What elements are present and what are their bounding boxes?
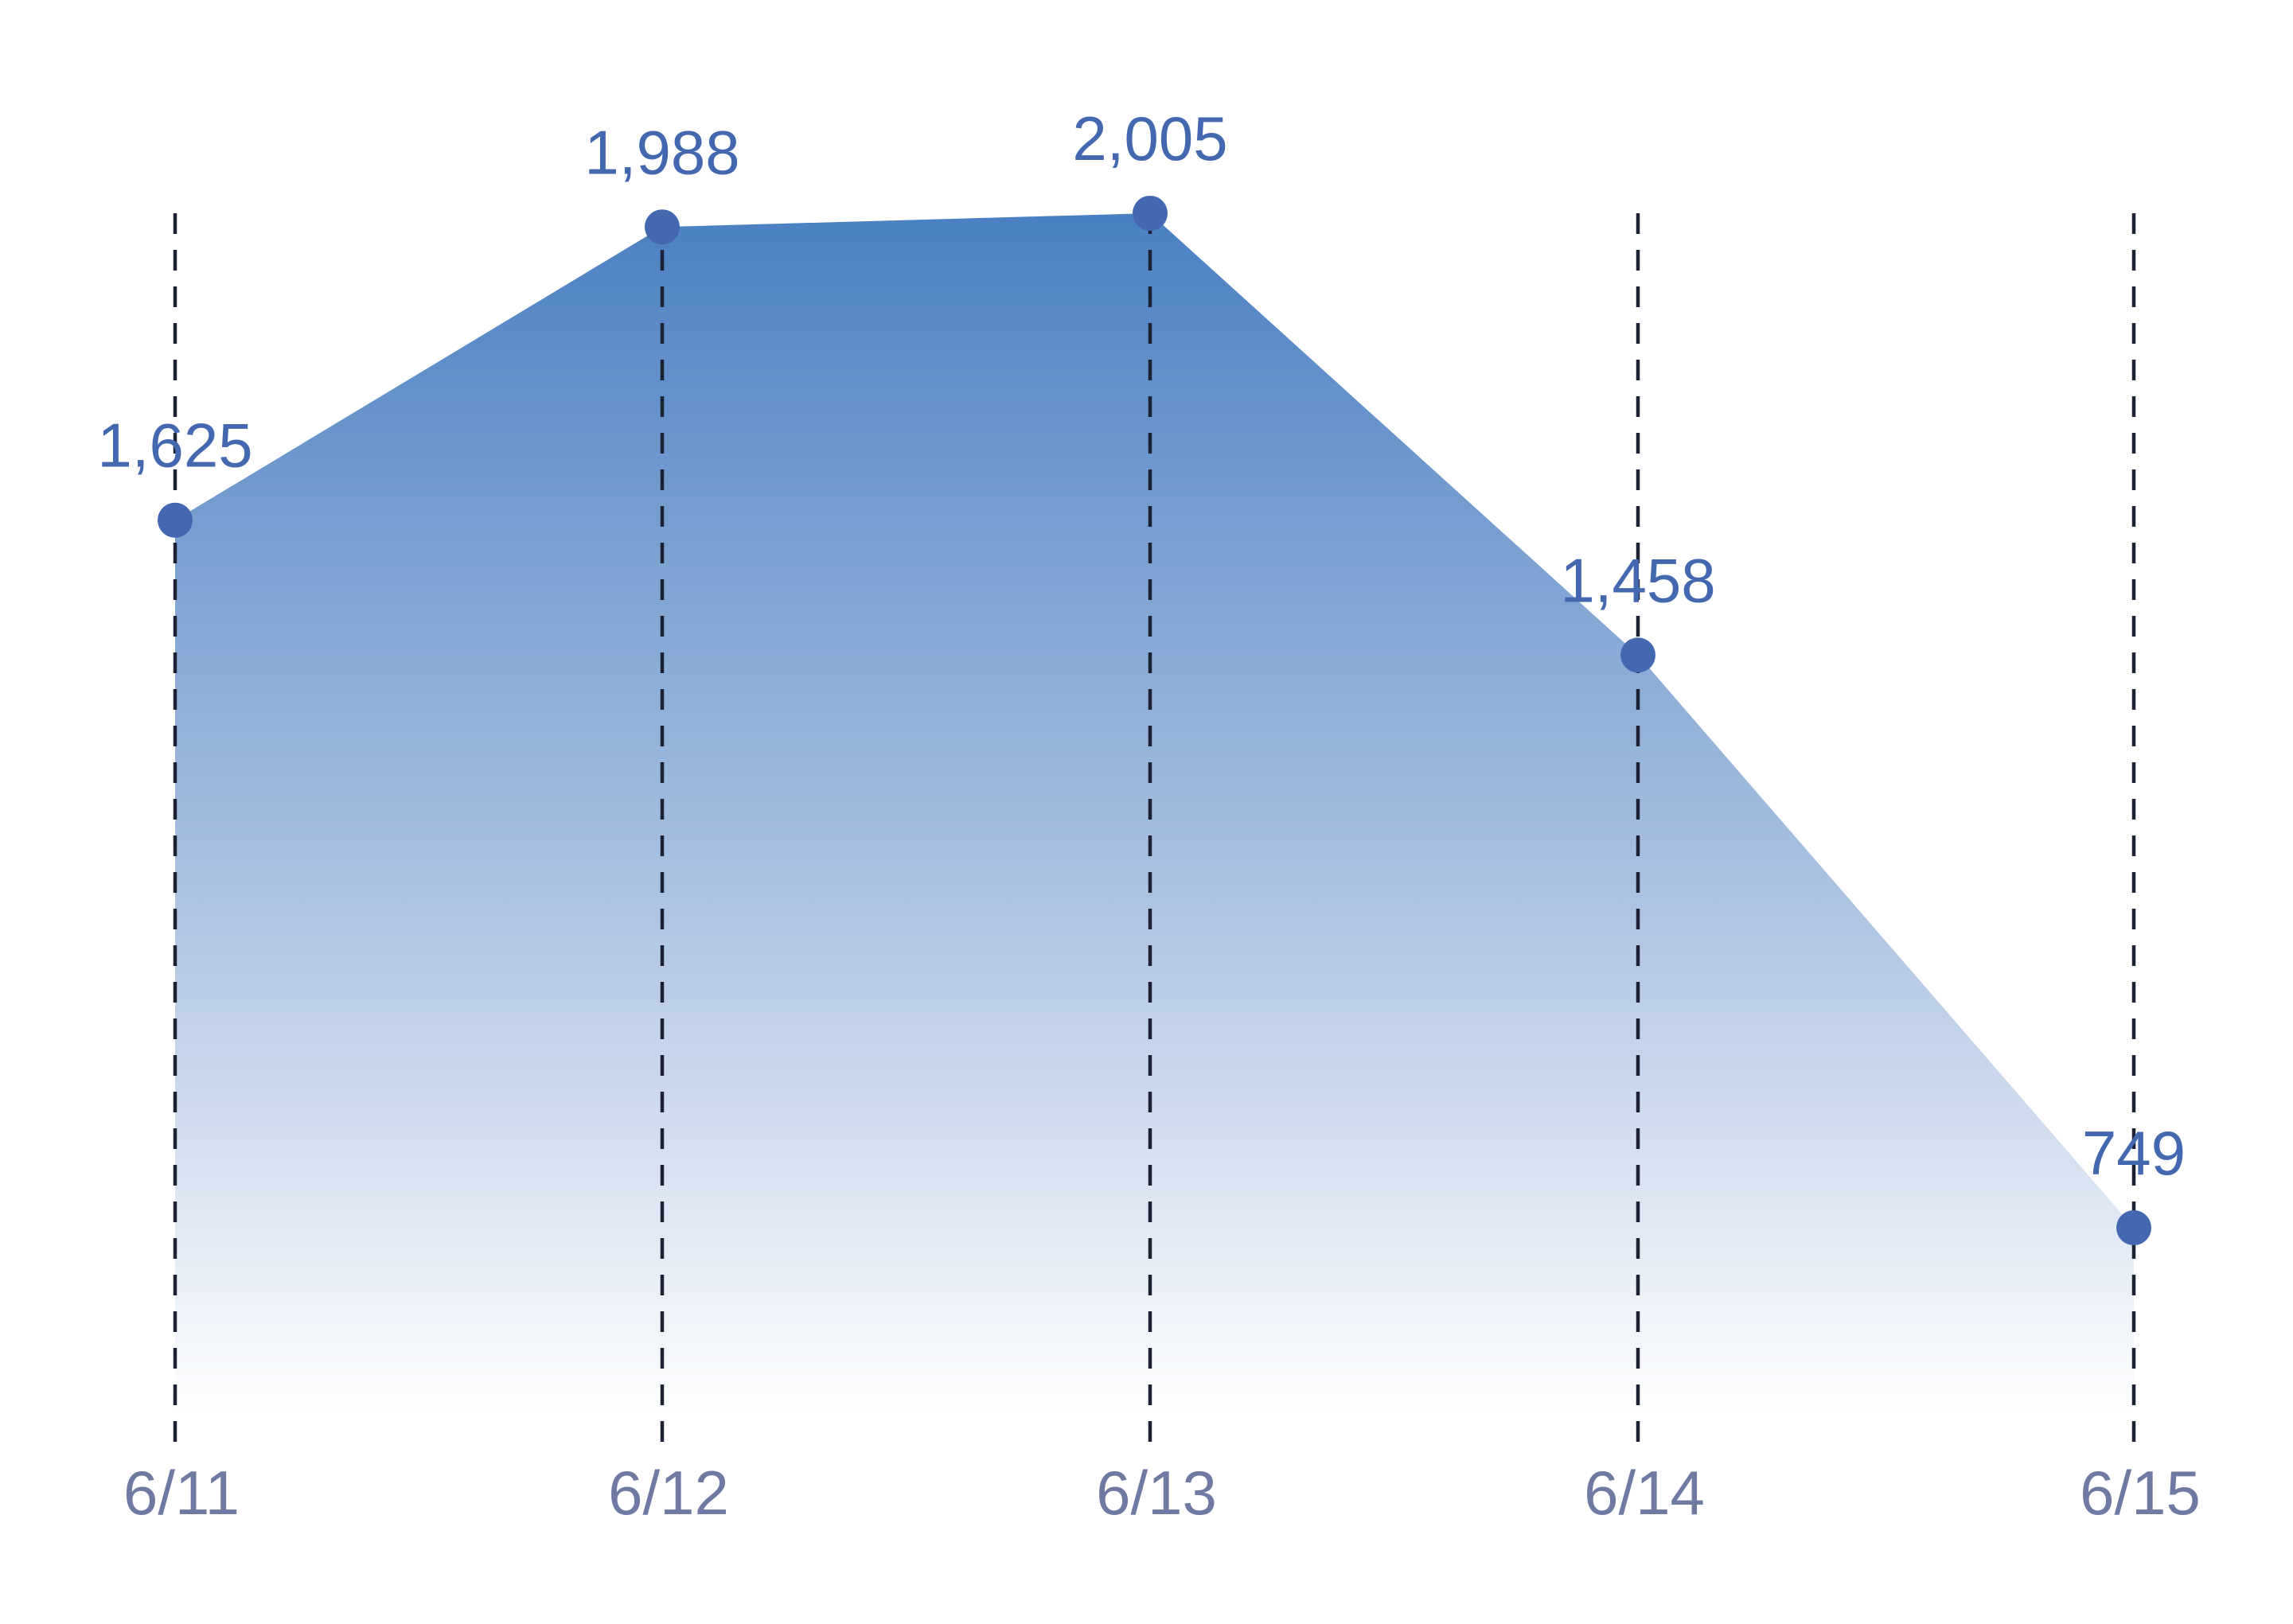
value-label-6-12: 1,988: [584, 117, 739, 187]
value-label-6-15: 749: [2082, 1118, 2186, 1188]
data-point-6-15: [2116, 1210, 2151, 1245]
value-label-6-13: 2,005: [1072, 103, 1227, 173]
data-point-6-11: [158, 502, 193, 538]
tick-layer: 6/11 6/12 6/13 6/14 6/15: [123, 1458, 2201, 1528]
x-tick-label-6-11: 6/11: [123, 1458, 240, 1528]
data-point-6-12: [645, 209, 680, 245]
value-label-6-14: 1,458: [1560, 545, 1715, 615]
data-point-6-13: [1133, 196, 1168, 231]
x-tick-label-6-12: 6/12: [608, 1458, 729, 1528]
x-tick-label-6-13: 6/13: [1096, 1458, 1217, 1528]
data-point-6-14: [1620, 637, 1655, 673]
area-fill: [175, 213, 2134, 1416]
value-label-6-11: 1,625: [97, 411, 252, 481]
guide-layer: [173, 213, 2136, 1456]
area-layer: [175, 213, 2134, 1416]
point-layer: [158, 196, 2151, 1245]
x-tick-label-6-14: 6/14: [1584, 1458, 1705, 1528]
label-layer: 1,625 1,988 2,005 1,458 749: [97, 103, 2186, 1188]
x-tick-label-6-15: 6/15: [2080, 1458, 2201, 1528]
